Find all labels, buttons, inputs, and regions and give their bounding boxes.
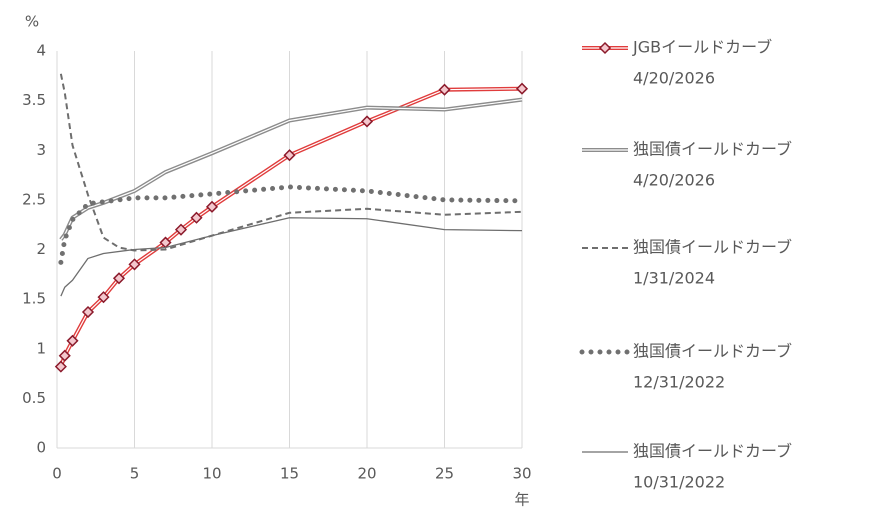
series-line bbox=[59, 73, 523, 252]
marker bbox=[58, 349, 71, 362]
series-line-inner bbox=[60, 88, 523, 367]
marker bbox=[190, 211, 203, 224]
x-tick-label: 25 bbox=[435, 465, 454, 483]
marker bbox=[128, 258, 141, 271]
legend-date: 4/20/2026 bbox=[633, 171, 715, 190]
y-tick-label: 3.5 bbox=[22, 91, 46, 109]
marker bbox=[174, 223, 188, 236]
marker bbox=[81, 305, 95, 319]
legend-date: 4/20/2026 bbox=[633, 69, 715, 88]
legend-label: 独国債イールドカーブ bbox=[633, 238, 792, 257]
x-tick-label: 0 bbox=[52, 465, 62, 483]
legend-date: 10/31/2022 bbox=[633, 473, 725, 492]
legend-marker bbox=[598, 41, 612, 55]
x-tick-label: 30 bbox=[512, 465, 531, 483]
x-unit: 年 bbox=[514, 491, 529, 509]
series-line bbox=[58, 86, 523, 368]
y-tick-label: 1.5 bbox=[22, 290, 46, 308]
x-tick-label: 15 bbox=[280, 465, 299, 483]
legend-date: 1/31/2024 bbox=[633, 269, 715, 288]
marker bbox=[97, 291, 110, 304]
marker bbox=[112, 272, 126, 285]
legend-label: JGBイールドカーブ bbox=[632, 38, 772, 57]
marker bbox=[205, 200, 219, 213]
series-line-inner bbox=[60, 99, 523, 240]
x-tick-label: 5 bbox=[130, 465, 140, 483]
y-tick-label: 3 bbox=[36, 141, 46, 159]
marker bbox=[283, 149, 296, 162]
legend-date: 12/31/2022 bbox=[633, 373, 725, 392]
series-line bbox=[58, 184, 525, 265]
x-tick-label: 20 bbox=[357, 465, 376, 483]
y-tick-label: 2.5 bbox=[22, 190, 46, 208]
y-tick-label: 0 bbox=[36, 439, 46, 457]
x-tick-label: 10 bbox=[202, 465, 221, 483]
marker bbox=[66, 334, 79, 347]
legend-label: 独国債イールドカーブ bbox=[633, 342, 792, 361]
marker bbox=[360, 115, 374, 128]
y-unit: % bbox=[25, 13, 39, 31]
legend-label: 独国債イールドカーブ bbox=[633, 140, 792, 159]
y-tick-label: 4 bbox=[36, 42, 46, 60]
y-tick-label: 2 bbox=[36, 240, 46, 258]
marker bbox=[438, 83, 451, 96]
marker bbox=[54, 360, 67, 373]
y-tick-label: 1 bbox=[36, 339, 46, 357]
marker bbox=[515, 82, 529, 95]
series-line bbox=[60, 217, 523, 297]
legend-label: 独国債イールドカーブ bbox=[633, 442, 792, 461]
y-tick-label: 0.5 bbox=[22, 389, 46, 407]
